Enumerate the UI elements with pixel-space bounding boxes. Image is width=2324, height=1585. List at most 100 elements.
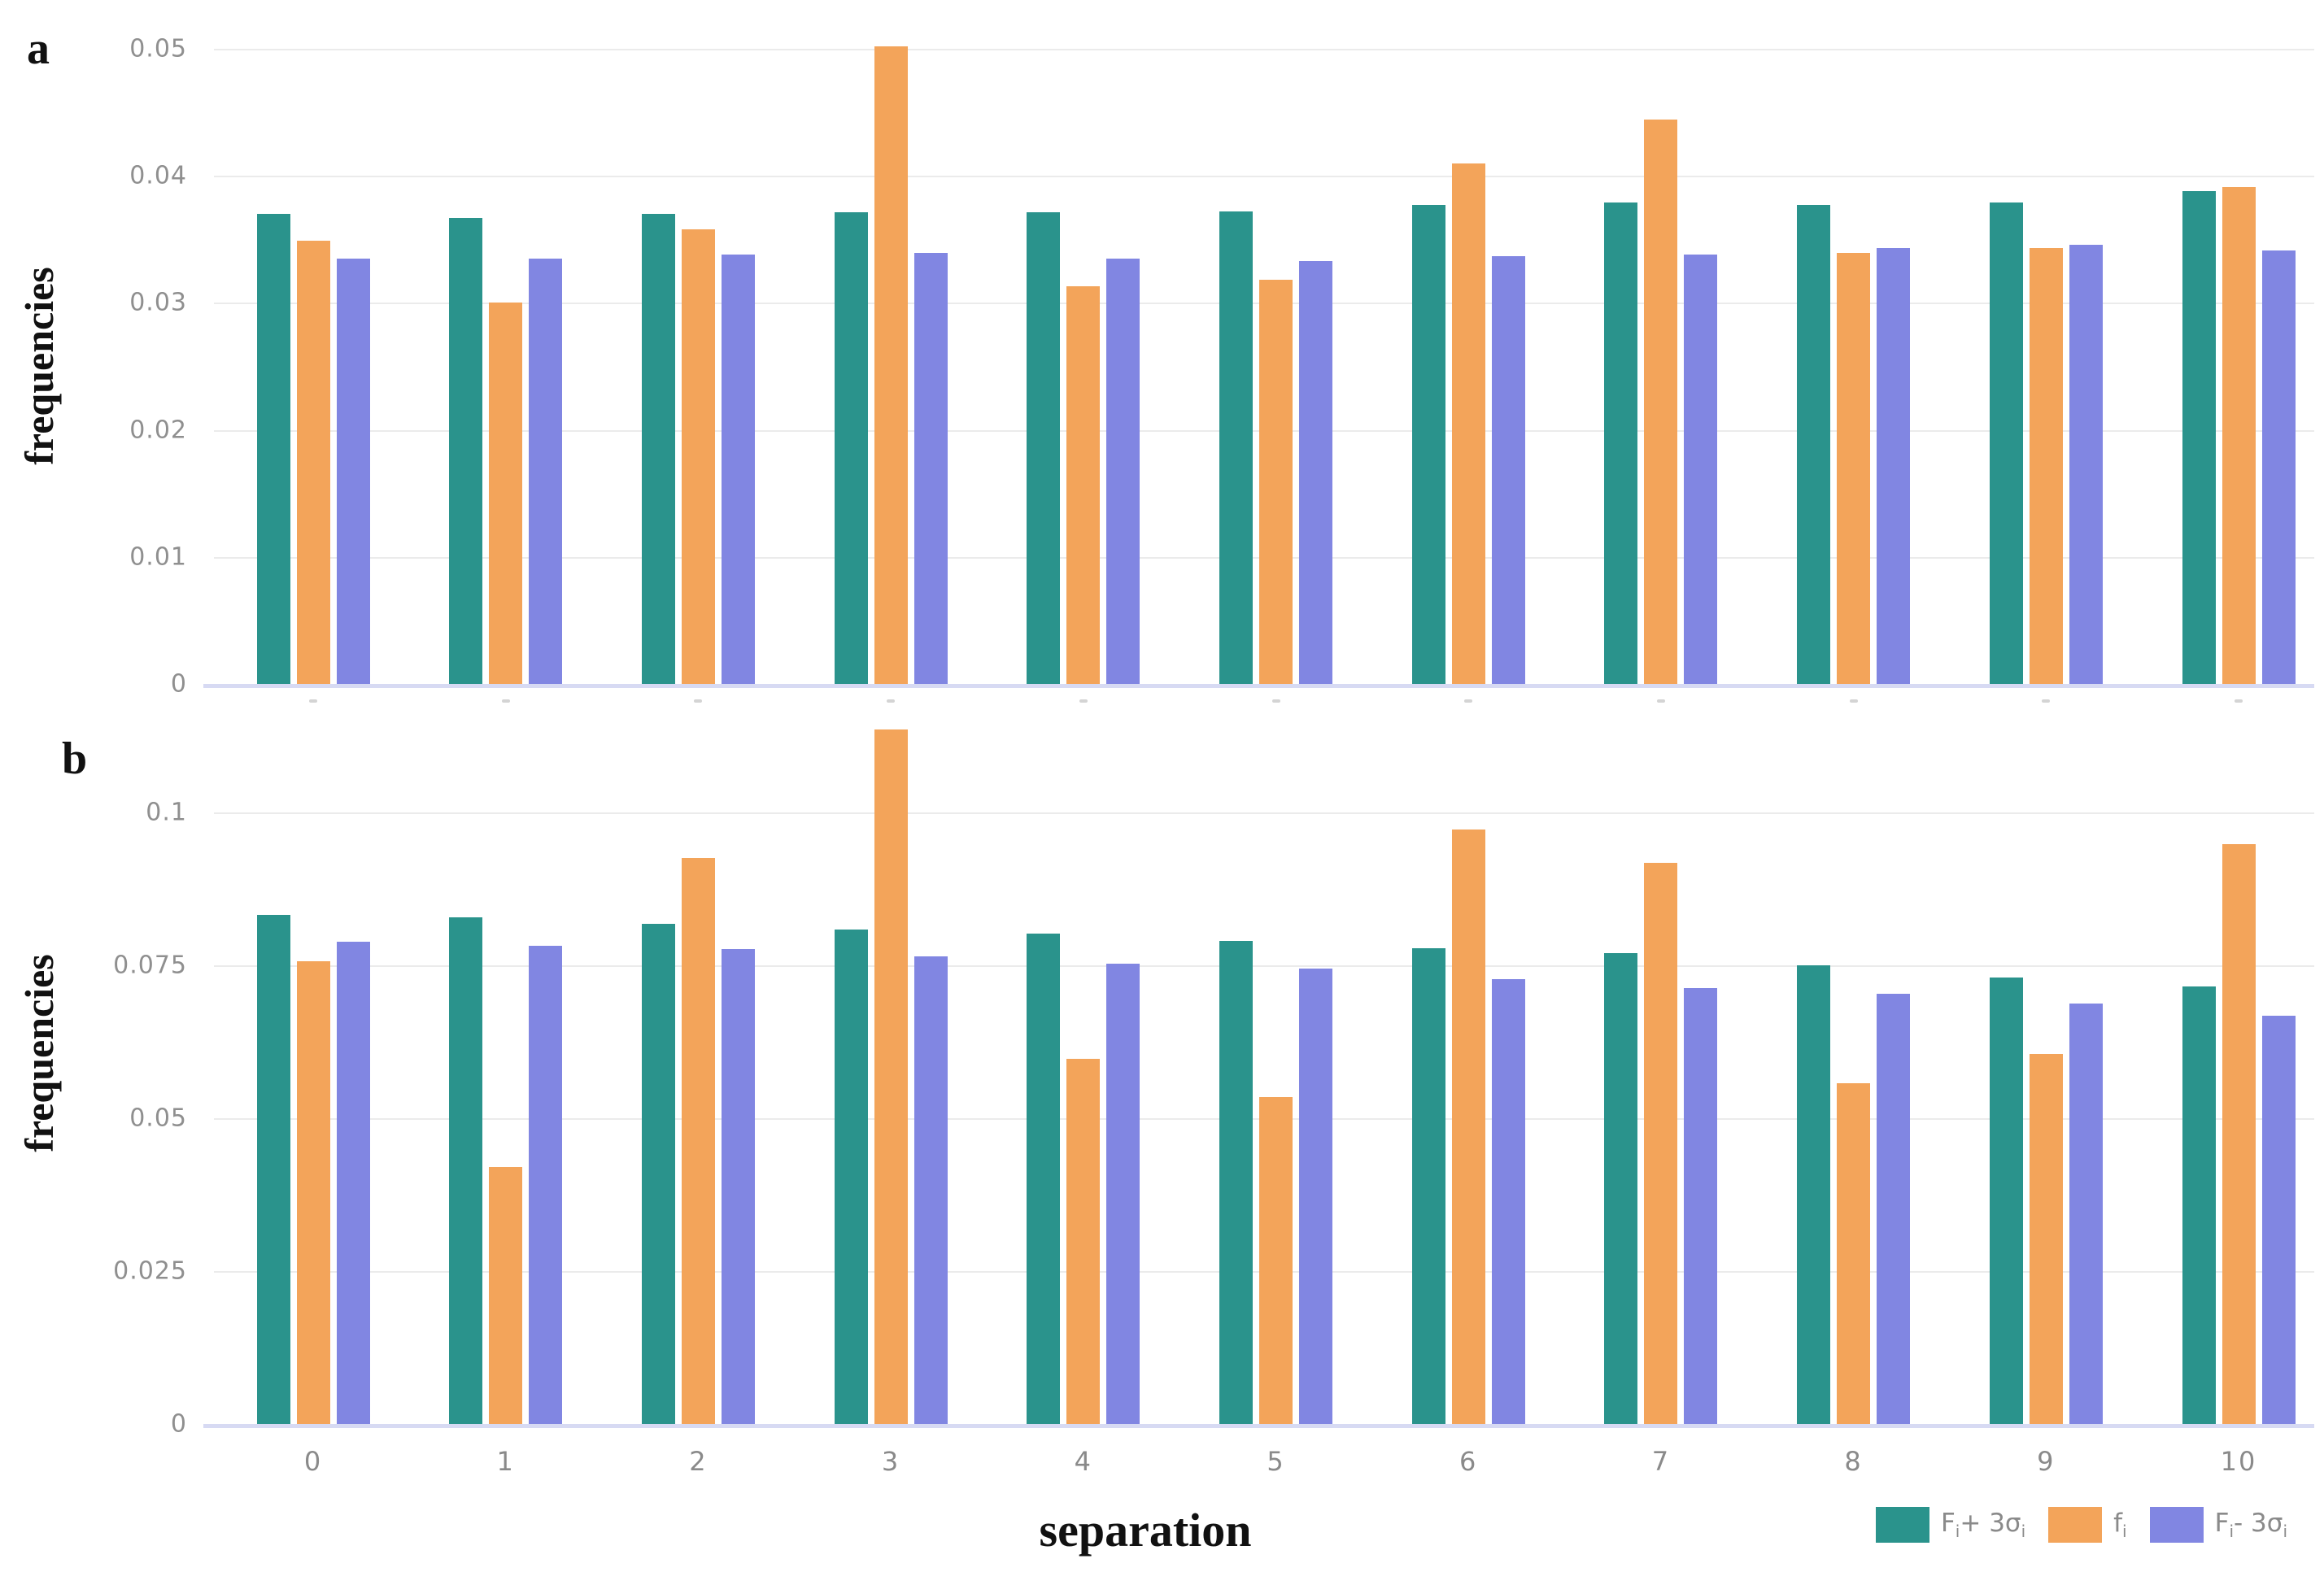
legend: Fi+ 3σi fi Fi- 3σi	[1875, 1507, 2287, 1543]
bar-a-10-s2	[2261, 250, 2296, 684]
bar-a-7-s0	[1604, 202, 1638, 684]
y-tick-label: 0.025	[113, 1256, 187, 1286]
panel-b-label: b	[62, 734, 88, 784]
x-tick-mark	[1849, 699, 1858, 703]
bar-b-10-s0	[2182, 986, 2216, 1424]
gridline	[214, 965, 2314, 967]
bar-b-3-s0	[834, 930, 868, 1424]
y-tick-label: 0	[170, 1409, 187, 1439]
bar-a-3-s0	[834, 212, 868, 684]
x-tick-label: 10	[2220, 1446, 2257, 1477]
bar-a-2-s0	[641, 214, 675, 684]
bar-a-5-s2	[1299, 260, 1332, 684]
y-tick-label: 0.02	[129, 416, 187, 445]
bar-a-10-s1	[2222, 187, 2256, 684]
panel-a-label: a	[27, 24, 50, 74]
panel-a-y-axis-title: frequencies	[16, 267, 62, 465]
bar-b-10-s2	[2261, 1015, 2296, 1424]
bar-a-1-s2	[529, 258, 563, 684]
bar-a-8-s0	[1797, 205, 1831, 684]
y-tick-label: 0	[170, 669, 187, 699]
bar-b-5-s2	[1299, 968, 1332, 1424]
x-tick-mark	[2042, 699, 2051, 703]
x-tick-label: 4	[1074, 1446, 1092, 1477]
bar-a-10-s0	[2182, 190, 2216, 684]
x-axis-title: separation	[1039, 1504, 1252, 1557]
x-axis-line	[203, 1424, 2314, 1428]
x-tick-label: 0	[303, 1446, 323, 1477]
bar-a-1-s1	[489, 303, 523, 684]
x-tick-label: 9	[2037, 1446, 2056, 1477]
x-tick-label: 1	[496, 1446, 515, 1477]
bar-b-10-s1	[2222, 844, 2256, 1424]
bar-b-1-s2	[529, 945, 563, 1424]
x-tick-label: 6	[1459, 1446, 1478, 1477]
x-tick-mark	[309, 699, 317, 703]
bar-a-8-s2	[1877, 248, 1911, 684]
bar-a-8-s1	[1837, 253, 1871, 684]
x-tick-label: 7	[1651, 1446, 1671, 1477]
bar-b-7-s0	[1604, 952, 1638, 1424]
legend-item-1: fi	[2048, 1507, 2127, 1543]
bar-b-5-s0	[1219, 940, 1253, 1424]
gridline	[214, 49, 2314, 50]
bar-b-1-s0	[449, 917, 483, 1424]
bar-b-9-s1	[2029, 1054, 2063, 1424]
bar-a-4-s1	[1066, 286, 1101, 684]
bar-a-7-s1	[1644, 120, 1678, 684]
bar-a-0-s0	[256, 214, 290, 684]
x-tick-label: 3	[881, 1446, 900, 1477]
x-tick-label: 8	[1844, 1446, 1863, 1477]
bar-b-7-s1	[1644, 863, 1678, 1424]
legend-swatch-0	[1875, 1507, 1929, 1543]
x-tick-mark	[2235, 699, 2243, 703]
y-tick-label: 0.05	[129, 34, 187, 63]
y-tick-label: 0.01	[129, 542, 187, 572]
bar-b-4-s2	[1106, 964, 1140, 1424]
bar-b-3-s1	[874, 729, 908, 1424]
x-tick-mark	[501, 699, 510, 703]
bar-b-6-s0	[1411, 947, 1445, 1424]
bar-b-1-s1	[489, 1167, 523, 1424]
x-tick-mark	[1656, 699, 1665, 703]
legend-swatch-2	[2149, 1507, 2204, 1543]
bar-a-4-s0	[1027, 212, 1061, 684]
bar-a-6-s1	[1451, 163, 1485, 684]
y-tick-label: 0.04	[129, 161, 187, 190]
bar-b-8-s2	[1877, 994, 1911, 1424]
bar-b-2-s1	[681, 858, 715, 1424]
bar-a-3-s2	[913, 253, 948, 684]
x-tick-mark	[887, 699, 896, 703]
gridline	[214, 812, 2314, 814]
y-tick-label: 0.03	[129, 288, 187, 317]
bar-a-6-s0	[1411, 205, 1445, 684]
bar-b-6-s1	[1451, 830, 1485, 1424]
bar-b-8-s1	[1837, 1083, 1871, 1424]
bar-a-3-s1	[874, 46, 908, 684]
bar-b-0-s0	[256, 915, 290, 1424]
bar-b-2-s0	[641, 923, 675, 1424]
bar-b-4-s0	[1027, 933, 1061, 1424]
bar-a-0-s2	[336, 258, 370, 684]
x-tick-mark	[1079, 699, 1088, 703]
panel-b-y-axis-title: frequencies	[16, 954, 62, 1152]
bar-a-9-s2	[2069, 244, 2103, 684]
bar-b-0-s2	[336, 941, 370, 1424]
legend-item-0: Fi+ 3σi	[1875, 1507, 2025, 1543]
bar-b-5-s1	[1259, 1096, 1293, 1424]
gridline	[214, 176, 2314, 178]
legend-item-2: Fi- 3σi	[2149, 1507, 2287, 1543]
bar-b-0-s1	[296, 961, 330, 1424]
y-tick-label: 0.075	[113, 951, 187, 980]
x-tick-mark	[1464, 699, 1473, 703]
bar-b-9-s2	[2069, 1003, 2103, 1424]
legend-label-1: fi	[2113, 1508, 2127, 1542]
x-tick-label: 5	[1267, 1446, 1285, 1477]
bar-a-2-s1	[681, 229, 715, 684]
bar-a-5-s1	[1259, 280, 1293, 684]
x-tick-label: 2	[689, 1446, 708, 1477]
bar-b-7-s2	[1684, 987, 1718, 1424]
legend-label-2: Fi- 3σi	[2214, 1508, 2287, 1542]
x-tick-mark	[694, 699, 703, 703]
